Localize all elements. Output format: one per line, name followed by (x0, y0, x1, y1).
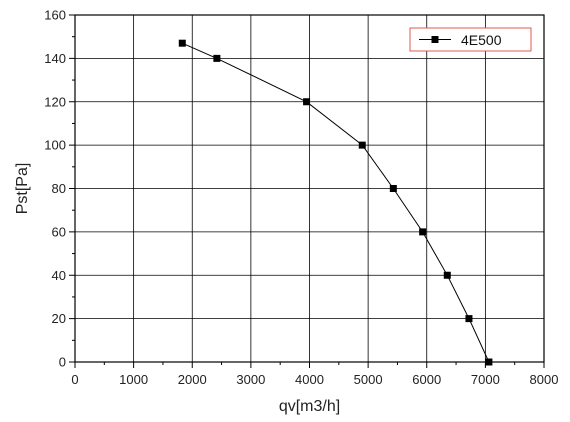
y-tick-label: 20 (52, 311, 66, 326)
x-tick-label: 2000 (178, 372, 207, 387)
x-tick-label: 1000 (119, 372, 148, 387)
series-line (182, 42, 490, 363)
y-tick-label: 40 (52, 268, 66, 283)
grid (75, 15, 544, 362)
x-tick-label: 8000 (530, 372, 559, 387)
x-tick-label: 3000 (236, 372, 265, 387)
data-point (485, 358, 493, 366)
data-point (358, 141, 366, 149)
axis-ticks (69, 14, 545, 368)
data-point (303, 98, 311, 106)
x-tick-label: 4000 (295, 372, 324, 387)
x-tick-labels: 0 1000 2000 3000 4000 5000 6000 7000 8000 (71, 372, 558, 387)
y-tick-label: 60 (52, 224, 66, 239)
y-tick-label: 0 (59, 355, 66, 370)
y-tick-labels: 0 20 40 60 80 100 120 140 160 (44, 8, 66, 370)
data-point (419, 228, 427, 236)
legend-label: 4E500 (461, 32, 502, 48)
x-tick-label: 7000 (471, 372, 500, 387)
x-tick-label: 5000 (354, 372, 383, 387)
y-axis-label: Pst[Pa] (14, 163, 31, 215)
data-point (213, 54, 221, 62)
y-tick-label: 100 (44, 138, 66, 153)
y-tick-label: 80 (52, 181, 66, 196)
x-tick-label: 0 (71, 372, 78, 387)
data-point (178, 39, 186, 47)
series-markers (178, 39, 493, 366)
legend-frame (409, 27, 532, 52)
data-point (465, 315, 473, 323)
x-tick-label: 6000 (412, 372, 441, 387)
data-point (443, 271, 451, 279)
y-tick-label: 120 (44, 94, 66, 109)
y-tick-label: 140 (44, 51, 66, 66)
y-tick-label: 160 (44, 8, 66, 23)
legend-marker (431, 36, 439, 43)
data-point (389, 185, 397, 192)
legend: 4E500 (409, 27, 532, 52)
x-axis-label: qv[m3/h] (279, 398, 340, 415)
